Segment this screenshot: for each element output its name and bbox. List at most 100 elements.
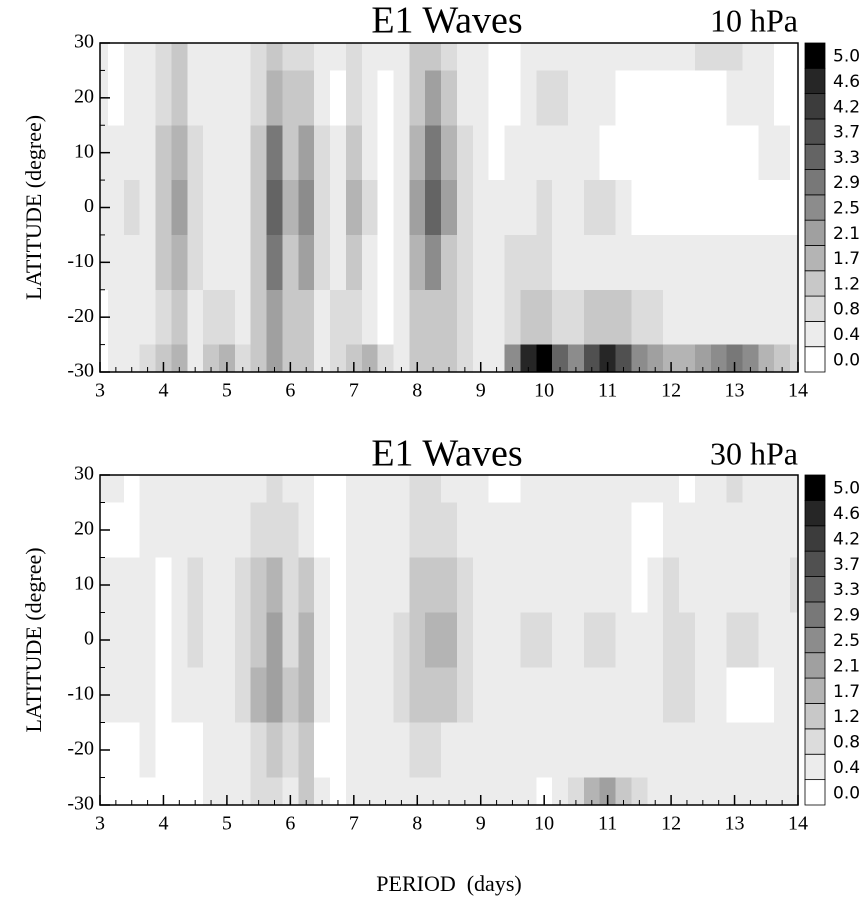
contour-cell — [409, 557, 426, 614]
contour-cell — [663, 612, 680, 669]
x-tick-label: 9 — [476, 813, 486, 835]
contour-cell — [615, 234, 633, 291]
colorbar-swatch — [804, 626, 826, 654]
contour-cell — [504, 43, 521, 72]
contour-cell — [663, 289, 680, 346]
contour-cell — [647, 344, 664, 372]
contour-cell — [100, 43, 109, 72]
contour-cell — [361, 344, 379, 372]
contour-cell — [567, 344, 585, 372]
colorbar-swatch — [804, 652, 826, 679]
contour-cell — [615, 557, 633, 614]
contour-cell — [742, 125, 759, 181]
contour-cell — [599, 234, 617, 291]
contour-cell — [377, 502, 395, 559]
contour-cell — [377, 612, 395, 669]
contour-cell — [282, 475, 299, 504]
contour-cell — [441, 125, 458, 181]
contour-cell — [155, 667, 172, 724]
contour-cell — [345, 289, 363, 346]
colorbar-label: 5.0 — [833, 479, 860, 499]
colorbar-swatch — [804, 753, 826, 781]
colorbar-swatch — [804, 525, 826, 552]
contour-cell — [583, 43, 601, 72]
contour-cell — [790, 289, 798, 346]
contour-cell — [377, 557, 395, 614]
contour-cell — [536, 502, 553, 559]
contour-cell — [377, 722, 395, 779]
contour-cell — [171, 612, 188, 669]
contour-cell — [552, 289, 569, 346]
x-tick-label: 10 — [534, 380, 554, 402]
contour-cell — [409, 667, 426, 724]
contour-cell — [393, 502, 410, 559]
contour-cell — [774, 125, 791, 181]
contour-cell — [361, 234, 379, 291]
x-tick-label: 9 — [476, 380, 486, 402]
contour-cell — [758, 70, 775, 126]
y-tick-label: -30 — [67, 360, 94, 382]
contour-cell — [393, 722, 410, 779]
contour-cell — [615, 612, 633, 669]
contour-field — [100, 475, 798, 805]
contour-cell — [218, 125, 236, 181]
contour-cell — [726, 502, 744, 559]
contour-cell — [520, 125, 537, 181]
contour-cell — [520, 502, 537, 559]
colorbar-label: 1.2 — [833, 707, 860, 727]
contour-cell — [679, 612, 696, 669]
contour-cell — [218, 234, 236, 291]
contour-cell — [377, 344, 395, 372]
colorbar-swatch — [804, 270, 826, 297]
contour-cell — [520, 70, 537, 126]
contour-cell — [361, 475, 379, 504]
colorbar-label: 4.2 — [833, 529, 860, 549]
contour-cell — [647, 777, 664, 805]
contour-cell — [710, 125, 728, 181]
contour-cell — [647, 722, 664, 779]
x-axis-label: PERIOD (days) — [376, 871, 521, 896]
contour-cell — [187, 777, 204, 805]
contour-cell — [599, 612, 617, 669]
contour-cell — [314, 475, 331, 504]
contour-cell — [425, 502, 442, 559]
contour-cell — [758, 125, 775, 181]
contour-cell — [107, 125, 125, 181]
contour-cell — [409, 502, 426, 559]
contour-cell — [409, 777, 426, 805]
colorbar-label: 0.0 — [833, 350, 860, 370]
y-tick-label: 20 — [74, 85, 94, 107]
contour-cell — [599, 777, 617, 805]
contour-cell — [409, 70, 426, 126]
contour-cell — [726, 667, 744, 724]
contour-cell — [377, 777, 395, 805]
contour-cell — [790, 70, 798, 126]
contour-cell — [171, 722, 188, 779]
contour-cell — [758, 777, 775, 805]
contour-cell — [123, 612, 141, 669]
contour-cell — [583, 344, 601, 372]
contour-cell — [599, 344, 617, 372]
contour-cell — [536, 557, 553, 614]
contour-cell — [615, 475, 633, 504]
contour-cell — [694, 777, 712, 805]
contour-cell — [282, 612, 299, 669]
contour-cell — [123, 125, 141, 181]
contour-cell — [599, 289, 617, 346]
contour-cell — [314, 180, 331, 236]
contour-cell — [583, 612, 601, 669]
contour-cell — [266, 667, 284, 724]
contour-cell — [742, 43, 759, 72]
contour-cell — [694, 125, 712, 181]
contour-cell — [536, 475, 553, 504]
contour-cell — [790, 43, 798, 72]
contour-cell — [330, 557, 347, 614]
contour-cell — [266, 344, 284, 372]
contour-cell — [631, 180, 648, 236]
contour-cell — [726, 722, 744, 779]
colorbar-label: 2.5 — [833, 631, 860, 651]
contour-cell — [790, 502, 798, 559]
contour-cell — [742, 667, 759, 724]
colorbar-swatch — [804, 576, 826, 603]
